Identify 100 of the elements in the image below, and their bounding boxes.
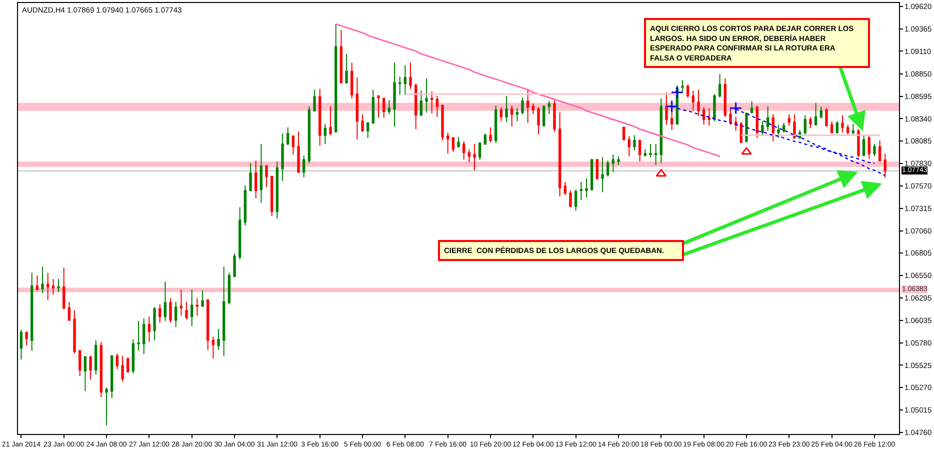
candlestick (686, 84, 690, 98)
candlestick (372, 89, 375, 124)
candlestick (126, 357, 130, 374)
candlestick (345, 53, 348, 84)
candlestick (137, 320, 140, 352)
candlestick (654, 144, 658, 166)
candlestick (425, 78, 428, 113)
candlestick (670, 109, 674, 131)
candlestick (292, 134, 295, 156)
candlestick (713, 94, 716, 122)
candlestick (884, 153, 886, 178)
candlestick (68, 301, 71, 322)
candlestick (398, 76, 402, 96)
candlestick (825, 108, 828, 128)
candlestick (596, 158, 598, 180)
candlestick (142, 318, 146, 355)
candlestick (233, 253, 236, 278)
candlestick (174, 301, 178, 328)
candlestick (169, 298, 172, 324)
candlestick (190, 288, 194, 327)
candlestick (222, 266, 226, 357)
candlestick (196, 298, 199, 316)
candlestick (617, 156, 620, 166)
candlestick (852, 123, 854, 135)
candlestick (516, 108, 518, 122)
candlestick (612, 154, 614, 173)
candlestick (857, 128, 860, 158)
candlestick (382, 97, 386, 118)
candlestick (692, 90, 694, 112)
candlestick (500, 106, 502, 122)
candlestick (420, 90, 423, 117)
candlestick (873, 144, 876, 157)
candlestick (569, 190, 572, 208)
candlestick (750, 100, 754, 114)
candlestick (148, 316, 151, 343)
candlestick (622, 126, 626, 142)
candlestick (41, 266, 44, 294)
candlestick (708, 108, 710, 126)
candlestick (660, 98, 662, 164)
candlestick (814, 102, 818, 126)
candlestick (633, 134, 636, 151)
candlestick (238, 206, 242, 260)
candlestick (446, 132, 450, 154)
candlestick (324, 123, 327, 145)
candlestick (788, 114, 790, 126)
candlestick (180, 288, 183, 316)
candlestick (217, 328, 220, 350)
candlestick (804, 114, 806, 136)
candlestick (574, 189, 578, 212)
candlestick (462, 140, 466, 160)
candlestick (318, 88, 322, 146)
candlestick (89, 356, 92, 380)
candlestick (601, 156, 604, 193)
candlestick (537, 106, 540, 135)
candlestick (78, 349, 82, 377)
candlestick (724, 78, 726, 118)
candlestick (62, 267, 66, 310)
candlestick (265, 164, 268, 188)
candlestick (521, 97, 524, 115)
candlestick (276, 161, 279, 219)
candlestick (302, 154, 306, 178)
candlestick (702, 106, 706, 126)
candlestick (590, 158, 594, 191)
candlestick (772, 114, 774, 142)
candlestick (532, 103, 534, 115)
candlestick (334, 24, 338, 134)
candlestick (414, 83, 418, 130)
candlestick (164, 281, 167, 322)
candlestick (388, 100, 391, 115)
candlestick (377, 95, 380, 118)
candlestick (745, 112, 748, 143)
candlestick (286, 126, 290, 146)
candlestick (494, 104, 498, 144)
candlestick (729, 106, 732, 126)
candlestick (116, 352, 119, 370)
candlestick (542, 104, 546, 128)
candlestick (185, 301, 188, 320)
candlestick (25, 331, 28, 346)
candlestick (121, 356, 124, 382)
candlestick (558, 112, 562, 198)
candlestick (473, 144, 476, 171)
candlestick (766, 106, 770, 132)
candlestick (244, 184, 247, 226)
candlestick (505, 95, 508, 123)
candlestick (734, 116, 738, 132)
candlestick (100, 342, 103, 398)
candlestick (585, 178, 588, 198)
candlestick (260, 144, 263, 204)
candlestick (457, 136, 460, 148)
candlestick (94, 340, 98, 375)
candlestick (110, 354, 114, 399)
candlestick (665, 92, 668, 126)
candlestick (846, 124, 850, 135)
candlestick (340, 30, 343, 84)
candlestick (649, 144, 652, 158)
candlestick (452, 136, 455, 152)
candlestick (430, 90, 434, 114)
candlestick (836, 120, 838, 134)
candlestick (868, 134, 870, 160)
candlestick (36, 274, 39, 291)
